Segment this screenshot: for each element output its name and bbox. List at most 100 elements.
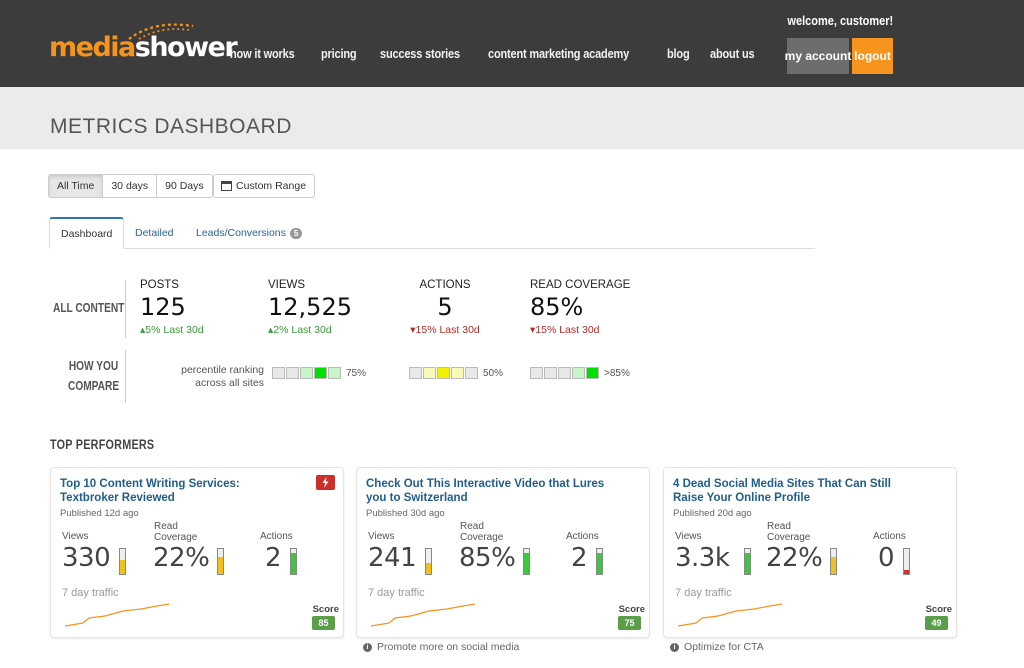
- flag-icon[interactable]: [316, 475, 335, 490]
- metric-label: ACTIONS: [419, 279, 471, 291]
- actions-value: 2: [265, 543, 282, 573]
- metric-change: ▴2% Last 30d: [268, 324, 352, 336]
- ranking-cell: [300, 367, 313, 379]
- views-label: Views: [62, 531, 89, 542]
- nav-about-us[interactable]: about us: [710, 47, 755, 61]
- range-30-days-button[interactable]: 30 days: [103, 175, 158, 197]
- score-label: Score: [925, 604, 952, 615]
- ranking-cell: [451, 367, 464, 379]
- up-arrow-icon: ▴: [268, 324, 274, 336]
- up-arrow-icon: ▴: [140, 324, 146, 336]
- dashboard-tabs: Dashboard Detailed Leads/Conversions 5: [49, 217, 815, 249]
- ranking-cell: [314, 367, 327, 379]
- down-arrow-icon: ▾: [530, 324, 536, 336]
- views-label: Views: [368, 531, 395, 542]
- logout-button[interactable]: logout: [852, 38, 893, 74]
- card-title[interactable]: Top 10 Content Writing Services: Textbro…: [60, 478, 240, 504]
- title-band: METRICS DASHBOARD: [0, 87, 1024, 149]
- actions-value: 2: [571, 543, 588, 573]
- card-title[interactable]: 4 Dead Social Media Sites That Can Still…: [673, 478, 891, 504]
- ranking-cell: [286, 367, 299, 379]
- date-range-group: All Time 30 days 90 Days: [48, 174, 213, 198]
- all-content-label: ALL CONTENT: [53, 300, 125, 315]
- metric-label: VIEWS: [268, 279, 306, 291]
- nav-blog[interactable]: blog: [666, 47, 690, 61]
- views-value: 3.3k: [675, 543, 730, 573]
- gauge-fill: [831, 556, 836, 574]
- metric-posts: POSTS 125 ▴5% Last 30d: [140, 279, 204, 336]
- compare-label-line1: HOW YOU: [68, 358, 119, 373]
- logo-text-media: media: [49, 32, 136, 63]
- ranking-cell: [572, 367, 585, 379]
- actions-gauge: [290, 548, 297, 575]
- score-badge: 85: [312, 616, 335, 630]
- tip-text[interactable]: Optimize for CTA: [684, 641, 764, 653]
- metric-label: READ COVERAGE: [530, 279, 631, 291]
- read-label-line1: Read: [767, 521, 791, 532]
- ranking-actions: 50%: [409, 367, 503, 379]
- read-coverage-gauge: [523, 548, 530, 575]
- views-gauge: [119, 548, 126, 575]
- published-date: Published 30d ago: [366, 508, 445, 519]
- card-tip: i Optimize for CTA: [670, 641, 764, 653]
- gauge-fill: [597, 552, 602, 574]
- nav-pricing[interactable]: pricing: [321, 47, 357, 61]
- read-label-line1: Read: [154, 521, 178, 532]
- top-navbar: mediashower how it works pricing success…: [0, 0, 1024, 87]
- logo-arc-icon: [128, 23, 194, 40]
- tab-dashboard[interactable]: Dashboard: [49, 217, 125, 249]
- metric-change: ▾15% Last 30d: [408, 324, 482, 336]
- tab-leads-label: Leads/Conversions: [196, 227, 286, 239]
- metric-value: 12,525: [268, 293, 352, 321]
- ranking-cell: [328, 367, 341, 379]
- ranking-percent: >85%: [604, 367, 630, 379]
- compare-label-line2: COMPARE: [68, 378, 120, 393]
- ranking-percent: 75%: [346, 367, 367, 379]
- actions-gauge: [596, 548, 603, 575]
- range-all-time-button[interactable]: All Time: [49, 175, 104, 197]
- logo-text-shower: shower: [134, 32, 238, 63]
- down-arrow-icon: ▾: [410, 324, 416, 336]
- views-label: Views: [675, 531, 702, 542]
- score-label: Score: [618, 604, 645, 615]
- ranking-cell: [586, 367, 599, 379]
- divider: [125, 280, 126, 338]
- tip-text[interactable]: Promote more on social media: [377, 641, 520, 653]
- nav-how-it-works[interactable]: how it works: [230, 47, 295, 61]
- gauge-fill: [426, 562, 431, 574]
- published-date: Published 20d ago: [673, 508, 752, 519]
- published-date: Published 12d ago: [60, 508, 139, 519]
- ranking-cell: [423, 367, 436, 379]
- read-coverage-label: Read Coverage: [767, 521, 810, 543]
- nav-success-stories[interactable]: success stories: [379, 47, 460, 61]
- views-value: 241: [368, 543, 417, 573]
- metric-actions: ACTIONS 5 ▾15% Last 30d: [408, 279, 482, 336]
- performer-card: Top 10 Content Writing Services: Textbro…: [50, 467, 344, 638]
- range-90-days-button[interactable]: 90 Days: [157, 175, 212, 197]
- read-label-line2: Coverage: [767, 532, 811, 543]
- info-icon: i: [670, 642, 679, 652]
- traffic-sparkline: [678, 603, 783, 627]
- tab-leads-conversions[interactable]: Leads/Conversions 5: [185, 217, 313, 249]
- nav-content-marketing-academy[interactable]: content marketing academy: [488, 47, 630, 61]
- sparkline-path: [65, 603, 170, 627]
- traffic-label: 7 day traffic: [368, 587, 425, 599]
- ranking-cell: [530, 367, 543, 379]
- card-tip: i Promote more on social media: [363, 641, 519, 653]
- custom-range-button[interactable]: Custom Range: [213, 174, 316, 198]
- ranking-cell: [465, 367, 478, 379]
- traffic-label: 7 day traffic: [62, 587, 119, 599]
- divider: [125, 350, 126, 403]
- gauge-fill: [904, 570, 909, 574]
- leads-count-badge: 5: [289, 227, 303, 239]
- views-gauge: [425, 548, 432, 575]
- views-value: 330: [62, 543, 111, 573]
- metric-change-text: 5% Last 30d: [145, 324, 204, 336]
- performer-card: Check Out This Interactive Video that Lu…: [356, 467, 650, 638]
- metric-change-text: 15% Last 30d: [535, 324, 600, 336]
- tab-detailed[interactable]: Detailed: [135, 227, 174, 239]
- top-performers-title: TOP PERFORMERS: [50, 437, 155, 452]
- card-title[interactable]: Check Out This Interactive Video that Lu…: [366, 478, 605, 504]
- my-account-button[interactable]: my account: [785, 38, 851, 74]
- sparkline-path: [678, 603, 783, 627]
